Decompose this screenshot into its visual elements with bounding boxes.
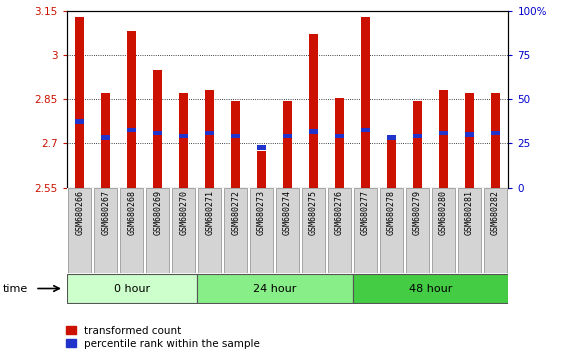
Bar	[153, 70, 162, 188]
Bar	[101, 93, 110, 188]
Bar	[413, 133, 422, 138]
Bar	[491, 131, 500, 135]
Bar	[387, 135, 396, 140]
FancyBboxPatch shape	[354, 188, 377, 273]
Bar	[335, 133, 344, 138]
Bar	[205, 90, 214, 188]
Bar	[309, 129, 318, 134]
Bar	[491, 93, 500, 188]
FancyBboxPatch shape	[302, 188, 325, 273]
Text: GSM680278: GSM680278	[387, 190, 396, 235]
Bar	[387, 135, 396, 188]
Bar	[335, 98, 344, 188]
Bar	[127, 128, 137, 132]
Text: GSM680267: GSM680267	[101, 190, 110, 235]
Bar	[413, 101, 422, 188]
Bar	[361, 128, 370, 132]
Legend: transformed count, percentile rank within the sample: transformed count, percentile rank withi…	[66, 326, 260, 349]
Text: 0 hour: 0 hour	[114, 284, 150, 293]
FancyBboxPatch shape	[67, 274, 197, 303]
Text: 24 hour: 24 hour	[253, 284, 296, 293]
Bar	[76, 17, 84, 188]
Bar	[205, 131, 214, 135]
Text: GSM680271: GSM680271	[205, 190, 214, 235]
Bar	[179, 93, 188, 188]
Text: GSM680269: GSM680269	[153, 190, 162, 235]
Text: GSM680275: GSM680275	[309, 190, 318, 235]
FancyBboxPatch shape	[380, 188, 403, 273]
Bar	[257, 145, 266, 150]
Text: GSM680274: GSM680274	[283, 190, 292, 235]
FancyBboxPatch shape	[224, 188, 247, 273]
FancyBboxPatch shape	[458, 188, 481, 273]
FancyBboxPatch shape	[173, 188, 195, 273]
Text: GSM680276: GSM680276	[335, 190, 344, 235]
Bar	[231, 101, 240, 188]
Bar	[257, 151, 266, 188]
FancyBboxPatch shape	[250, 188, 273, 273]
FancyBboxPatch shape	[146, 188, 169, 273]
Bar	[439, 131, 448, 135]
Text: GSM680279: GSM680279	[413, 190, 422, 235]
Text: GSM680270: GSM680270	[179, 190, 188, 235]
Text: time: time	[3, 284, 28, 293]
FancyBboxPatch shape	[120, 188, 143, 273]
FancyBboxPatch shape	[198, 188, 221, 273]
Bar	[179, 133, 188, 138]
Bar	[76, 119, 84, 124]
Text: GSM680280: GSM680280	[439, 190, 448, 235]
Bar	[439, 90, 448, 188]
FancyBboxPatch shape	[276, 188, 299, 273]
Text: GSM680281: GSM680281	[465, 190, 474, 235]
FancyBboxPatch shape	[197, 274, 353, 303]
Text: GSM680266: GSM680266	[76, 190, 84, 235]
Bar	[101, 135, 110, 140]
FancyBboxPatch shape	[328, 188, 351, 273]
Bar	[283, 133, 292, 138]
Bar	[465, 132, 474, 137]
FancyBboxPatch shape	[69, 188, 91, 273]
Bar	[465, 93, 474, 188]
Text: 48 hour: 48 hour	[409, 284, 452, 293]
Bar	[309, 34, 318, 188]
Bar	[153, 131, 162, 135]
Bar	[361, 17, 370, 188]
Text: GSM680277: GSM680277	[361, 190, 370, 235]
Text: GSM680273: GSM680273	[257, 190, 266, 235]
FancyBboxPatch shape	[406, 188, 429, 273]
Text: GSM680272: GSM680272	[231, 190, 240, 235]
Text: GSM680268: GSM680268	[127, 190, 137, 235]
Bar	[283, 101, 292, 188]
Bar	[127, 31, 137, 188]
Bar	[231, 133, 240, 138]
FancyBboxPatch shape	[353, 274, 508, 303]
FancyBboxPatch shape	[94, 188, 117, 273]
Text: GSM680282: GSM680282	[491, 190, 500, 235]
FancyBboxPatch shape	[432, 188, 455, 273]
FancyBboxPatch shape	[484, 188, 507, 273]
